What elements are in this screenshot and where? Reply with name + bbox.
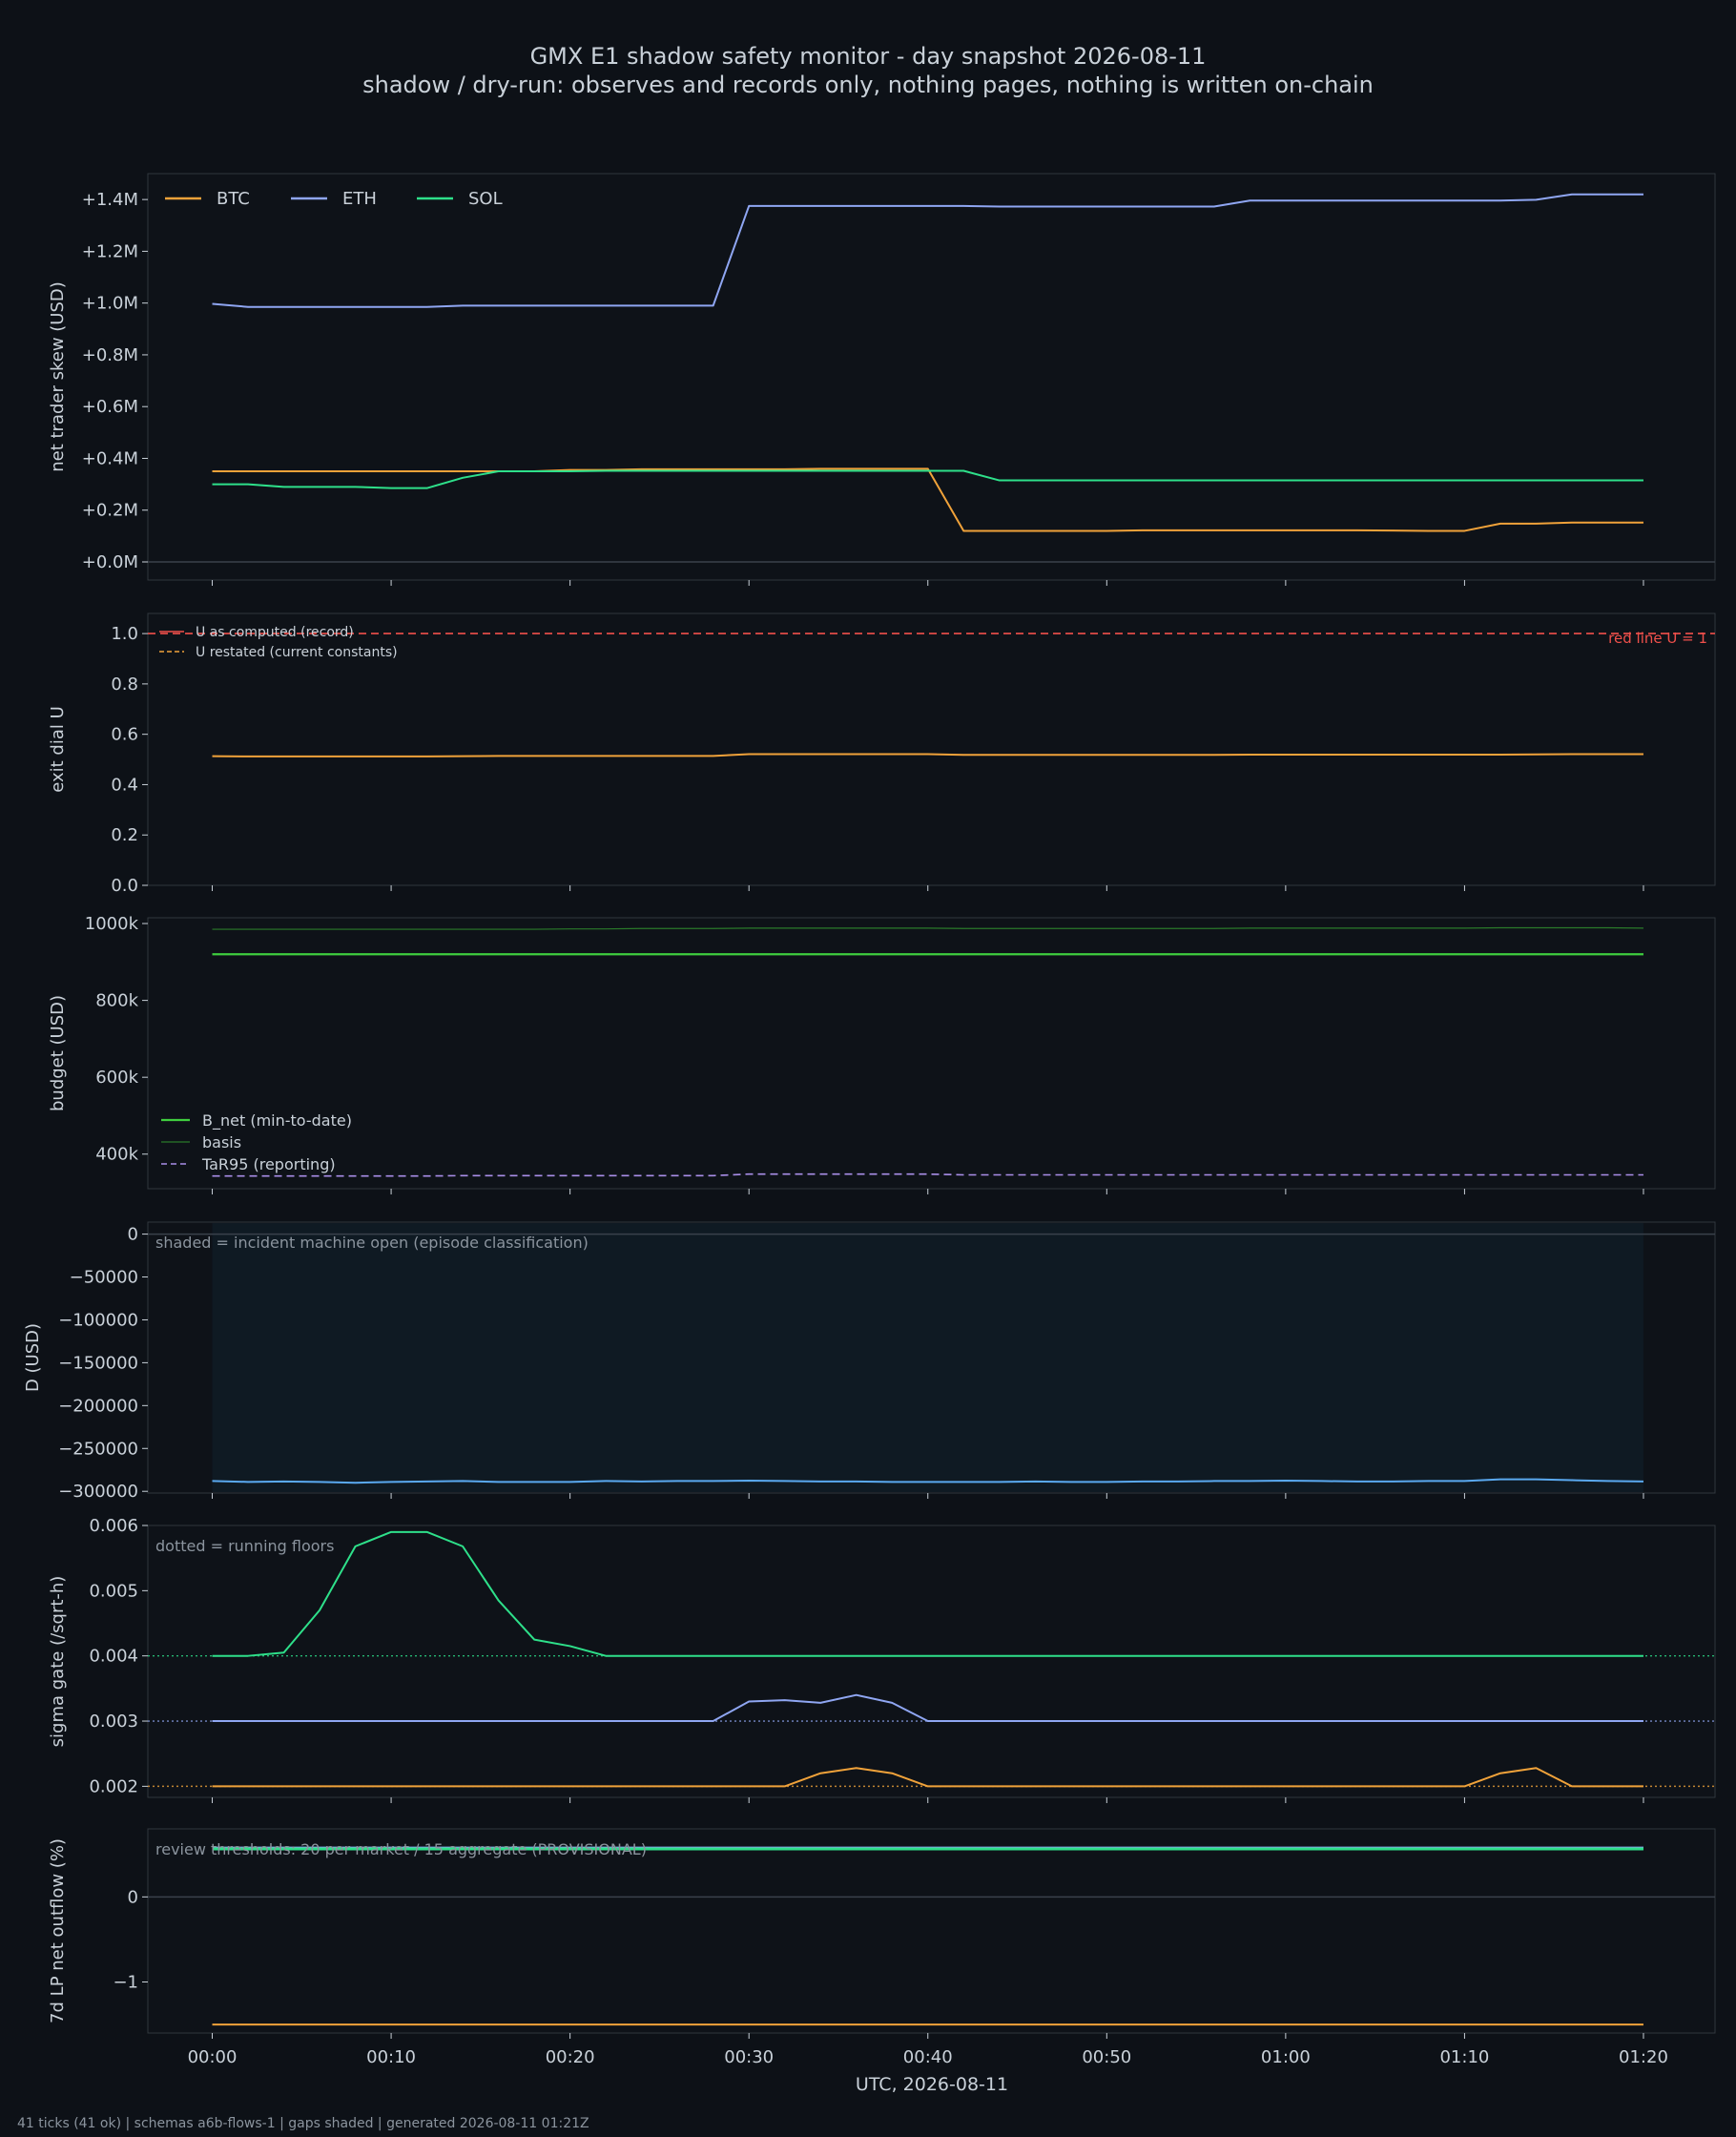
panel-frame — [147, 612, 1716, 886]
y-axis-label: budget (USD) — [48, 995, 68, 1111]
y-tick-label: −150000 — [58, 1353, 138, 1373]
y-tick-label: 800k — [95, 991, 138, 1011]
y-tick-label: 0.002 — [89, 1776, 138, 1796]
x-tick-label: 00:30 — [724, 2047, 774, 2067]
y-axis-label: 7d LP net outflow (%) — [48, 1838, 68, 2023]
y-tick-label: 1.0 — [111, 624, 138, 644]
panel-budget: 400k 600k 800k 1000k budget (USD) B_net (min-… — [48, 914, 1716, 1194]
legend-label: ETH — [342, 189, 377, 209]
panel-frame — [147, 1525, 1716, 1798]
panel-frame — [147, 173, 1716, 581]
series-line — [212, 753, 1643, 757]
y-tick-label: 400k — [95, 1145, 138, 1165]
x-tick-label: 00:00 — [188, 2047, 238, 2067]
y-tick-label: +0.2M — [82, 501, 138, 521]
panel-lp-outflow: −1 0 00:00 00:10 00:20 00:30 00:40 00:50 01:00 01… — [48, 1828, 1716, 2067]
y-tick-label: 0 — [128, 1887, 138, 1907]
y-tick-label: 0.003 — [89, 1712, 138, 1732]
x-tick-label: 00:20 — [546, 2047, 595, 2067]
y-tick-label: 0.2 — [111, 825, 138, 845]
x-tick-label: 00:40 — [903, 2047, 953, 2067]
y-tick-label: −1 — [113, 1973, 138, 1993]
x-tick-label: 01:10 — [1439, 2047, 1489, 2067]
y-tick-label: −300000 — [58, 1482, 138, 1502]
x-tick-label: 01:20 — [1619, 2047, 1668, 2067]
figure-title: GMX E1 shadow safety monitor - day snaps… — [530, 43, 1207, 70]
y-tick-label: 0.004 — [89, 1647, 138, 1667]
y-tick-label: 0.0 — [111, 876, 138, 896]
y-axis-label: sigma gate (/sqrt-h) — [48, 1576, 68, 1748]
panel-d-usd: 0 −50000 −100000 −150000 −200000 −250000 −3000… — [23, 1221, 1716, 1502]
y-tick-label: −200000 — [58, 1396, 138, 1416]
y-tick-label: −100000 — [58, 1310, 138, 1330]
y-tick-label: 0.005 — [89, 1581, 138, 1601]
chart-panels: +0.0M +0.2M +0.4M +0.6M +0.8M +1.0M +1.2M +1.4M… — [23, 173, 1716, 2067]
y-axis-label: exit dial U — [48, 706, 68, 793]
figure-subtitle: shadow / dry-run: observes and records o… — [362, 72, 1374, 98]
footer-status: 41 ticks (41 ok) | schemas a6b-flows-1 |… — [17, 2116, 589, 2131]
y-tick-label: +0.6M — [82, 397, 138, 417]
y-tick-label: 0.6 — [111, 725, 138, 745]
series-line-sol — [212, 1530, 1643, 1657]
y-tick-label: 0 — [128, 1225, 138, 1245]
y-tick-label: +0.8M — [82, 345, 138, 365]
panel-frame — [147, 1828, 1716, 2034]
legend-label: SOL — [468, 189, 503, 209]
panel-annotation: shaded = incident machine open (episode … — [155, 1234, 589, 1252]
series-line-eth — [212, 1693, 1643, 1723]
y-tick-label: 600k — [95, 1068, 138, 1088]
y-tick-label: +1.0M — [82, 294, 138, 314]
legend-label: basis — [202, 1133, 241, 1151]
panel-annotation: review thresholds: 20 per market / 15 ag… — [155, 1840, 647, 1858]
series-line-sol — [212, 469, 1643, 489]
y-tick-label: +1.2M — [82, 241, 138, 261]
series-line-tar95-reporting- — [212, 1172, 1643, 1177]
y-tick-label: 0.006 — [89, 1516, 138, 1536]
y-axis-label: net trader skew (USD) — [48, 281, 68, 472]
panel-skew: +0.0M +0.2M +0.4M +0.6M +0.8M +1.0M +1.2M +1.4M… — [48, 173, 1716, 586]
y-tick-label: 1000k — [85, 914, 139, 934]
legend-label: U restated (current constants) — [196, 645, 398, 660]
legend-label: U as computed (record) — [196, 625, 354, 640]
x-tick-label: 00:10 — [366, 2047, 416, 2067]
legend-label: B_net (min-to-date) — [202, 1111, 352, 1131]
y-tick-label: +0.4M — [82, 448, 138, 468]
y-tick-label: 0.4 — [111, 775, 138, 795]
y-tick-label: −50000 — [70, 1268, 138, 1288]
y-tick-label: 0.8 — [111, 674, 138, 695]
x-tick-label: 00:50 — [1082, 2047, 1131, 2067]
y-axis-label: D (USD) — [23, 1323, 43, 1392]
series-line — [212, 1478, 1643, 1484]
panel-frame — [147, 917, 1716, 1190]
y-tick-label: −250000 — [58, 1439, 138, 1459]
series-line-basis — [212, 926, 1643, 930]
x-tick-label: 01:00 — [1261, 2047, 1311, 2067]
x-axis-label: UTC, 2026-08-11 — [856, 2074, 1008, 2095]
panel-annotation: dotted = running floors — [155, 1537, 334, 1555]
legend-label: BTC — [217, 189, 250, 209]
shaded-incident-region — [212, 1223, 1643, 1492]
y-tick-label: +1.4M — [82, 190, 138, 210]
red-line-label: red line U = 1 — [1608, 630, 1707, 647]
y-tick-label: +0.0M — [82, 552, 138, 572]
panel-exit-dial: 0.0 0.2 0.4 0.6 0.8 1.0 exit dial U red line U … — [48, 612, 1716, 896]
series-line-eth — [212, 193, 1643, 308]
series-line-btc — [212, 467, 1643, 532]
series-line-btc — [212, 1767, 1643, 1788]
panel-sigma-gate: 0.002 0.003 0.004 0.005 0.006 sigma gate (/sq… — [48, 1516, 1716, 1803]
legend-label: TaR95 (reporting) — [201, 1155, 336, 1173]
